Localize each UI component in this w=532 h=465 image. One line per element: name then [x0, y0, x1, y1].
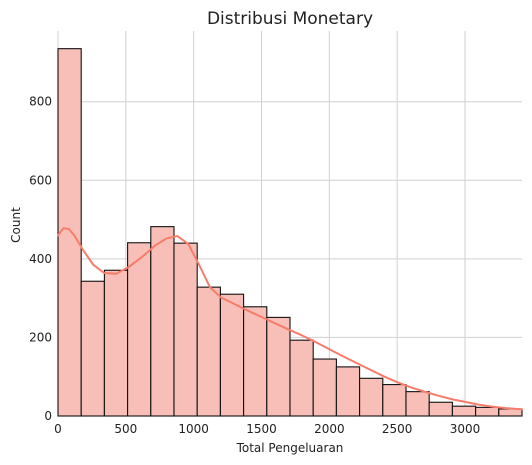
x-tick-label: 0 — [54, 422, 62, 436]
x-tick-label: 1000 — [178, 422, 209, 436]
chart-title: Distribusi Monetary — [207, 9, 373, 29]
histogram-bar — [475, 406, 500, 417]
histogram-bar — [243, 306, 268, 417]
y-tick-label: 0 — [44, 409, 52, 423]
kde-line — [57, 227, 523, 411]
histogram-bar — [80, 280, 105, 417]
y-ticks-layer: 0 200 400 600 800 — [29, 95, 52, 423]
y-tick-label: 400 — [29, 252, 52, 266]
histogram-bar — [312, 358, 337, 417]
histogram-bar — [289, 339, 314, 417]
histogram-bar — [451, 405, 477, 417]
histogram-bar — [103, 269, 129, 417]
x-tick-label: 2000 — [314, 422, 345, 436]
x-tick-label: 3000 — [450, 422, 481, 436]
histogram-bar — [127, 242, 152, 417]
histogram-bar — [405, 391, 430, 417]
histogram-bar — [428, 401, 453, 417]
histogram-bar — [335, 366, 361, 417]
histogram-bar — [57, 48, 82, 417]
x-tick-label: 2500 — [382, 422, 413, 436]
x-tick-label: 500 — [114, 422, 137, 436]
histogram-bar — [173, 242, 198, 417]
histogram-bar — [266, 316, 291, 417]
histogram-bar — [150, 226, 175, 417]
x-tick-label: 1500 — [246, 422, 277, 436]
histogram-bar — [359, 377, 384, 417]
histogram-bar — [196, 286, 221, 417]
y-tick-label: 600 — [29, 173, 52, 187]
x-axis-label: Total Pengeluaran — [236, 441, 344, 455]
x-ticks-layer: 0 500 1000 1500 2000 2500 3000 — [54, 422, 480, 436]
histogram-bar — [219, 293, 245, 417]
y-tick-label: 200 — [29, 330, 52, 344]
y-axis-label: Count — [9, 207, 23, 243]
y-tick-label: 800 — [29, 95, 52, 109]
bars-layer — [57, 48, 523, 417]
histogram-bar — [382, 384, 407, 417]
